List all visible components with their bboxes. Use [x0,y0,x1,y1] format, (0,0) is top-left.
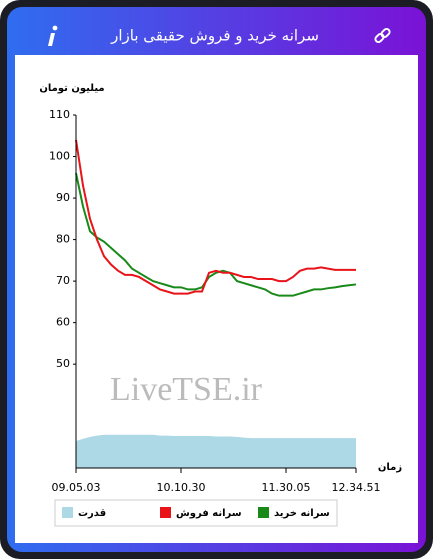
link-icon[interactable] [374,27,391,44]
legend: سرانه خرید سرانه فروش قدرت [54,499,338,527]
x-tick-label: 10.10.30 [157,481,206,494]
x-tick-label: 09.05.03 [52,481,101,494]
legend-label: قدرت [78,508,106,519]
legend-label: سرانه فروش [176,508,242,519]
legend-swatch [160,507,171,518]
y-tick-label: 50 [56,357,70,370]
x-axis-label: زمان [378,462,402,473]
chart-title: سرانه خرید و فروش حقیقی بازار [110,27,319,45]
x-tick-label: 11.30.05 [262,481,311,494]
y-tick-label: 110 [49,108,70,121]
y-tick-label: 100 [49,150,70,163]
y-tick-label: 80 [56,233,70,246]
panel [15,55,418,543]
y-tick-label: 70 [56,274,70,287]
legend-label: سرانه خرید [274,508,330,519]
y-tick-label: 60 [56,316,70,329]
legend-box [54,499,338,527]
line [75,172,357,297]
legend-swatch [62,507,73,518]
area [76,434,356,468]
line [75,139,356,295]
legend-swatch [258,507,269,518]
info-icon[interactable] [48,25,58,46]
x-tick-label: 12.34.51 [332,481,381,494]
y-tick-label: 90 [56,191,70,204]
y-axis-label: میلیون تومان [39,83,104,94]
watermark: LiveTSE.ir [110,371,263,408]
